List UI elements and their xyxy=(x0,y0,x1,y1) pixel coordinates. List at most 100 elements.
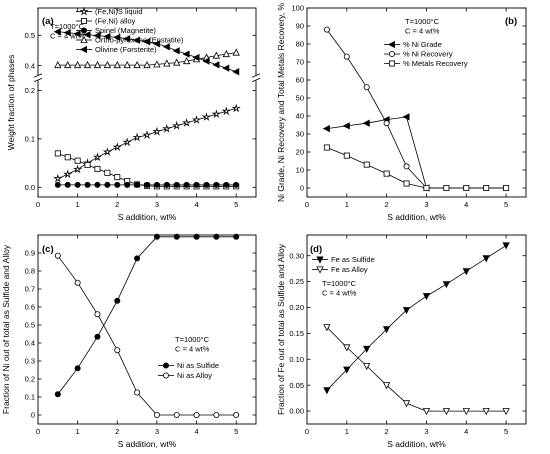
data-point xyxy=(402,113,410,121)
legend-entry: Fe as Sulfide xyxy=(312,255,375,264)
series-2 xyxy=(323,144,510,191)
y-tick-label: 70 xyxy=(296,58,304,67)
data-point xyxy=(152,126,162,136)
data-point xyxy=(142,38,151,46)
data-point xyxy=(343,366,351,374)
data-point xyxy=(63,28,71,37)
data-point xyxy=(183,181,190,188)
data-point xyxy=(112,142,122,152)
series-2 xyxy=(54,181,240,188)
y-tick-label: 0.15 xyxy=(289,329,304,338)
data-point xyxy=(114,297,121,304)
panel-label: (b) xyxy=(505,16,517,27)
y-tick-label: 0.20 xyxy=(289,303,304,312)
series-1 xyxy=(323,324,510,416)
x-tick-label: 4 xyxy=(464,427,468,436)
series-0 xyxy=(323,242,510,395)
data-point xyxy=(343,344,351,352)
data-point xyxy=(402,400,411,408)
legend-label: % Ni Recovery xyxy=(403,50,453,59)
annotation-0: T=1000°C xyxy=(322,279,357,288)
data-point xyxy=(133,36,141,44)
x-axis-title: S addition, wt% xyxy=(118,212,177,222)
series-line xyxy=(57,153,237,187)
data-point xyxy=(502,242,510,250)
data-point xyxy=(54,181,61,188)
x-tick-label: 1 xyxy=(345,427,349,436)
series-4 xyxy=(53,28,240,76)
series-line xyxy=(57,255,237,416)
data-point xyxy=(74,279,81,286)
series-line xyxy=(326,116,427,189)
legend-marker xyxy=(162,362,169,369)
data-point xyxy=(483,184,490,191)
legend-entry: % Metals Recovery xyxy=(384,59,468,68)
plot-frame xyxy=(306,234,527,425)
y-axis-title: Fraction of Fe out of total as Sulfide a… xyxy=(276,243,286,415)
data-point xyxy=(94,165,101,172)
data-point xyxy=(363,84,370,91)
data-point xyxy=(422,408,431,416)
data-point xyxy=(73,30,81,38)
y-tick-label: 30 xyxy=(296,130,304,139)
data-point xyxy=(503,184,510,191)
x-tick-label: 0 xyxy=(305,427,309,436)
y-tick-label: 50 xyxy=(296,94,304,103)
data-point xyxy=(182,57,191,65)
legend-entry: Spinel (Magnetite) xyxy=(76,26,156,35)
series-line xyxy=(57,236,237,395)
data-point xyxy=(233,411,240,418)
y-tick-label: 0.25 xyxy=(289,277,304,286)
data-point xyxy=(223,181,230,188)
data-point xyxy=(211,109,222,119)
data-point xyxy=(402,307,411,315)
series-0 xyxy=(53,103,241,183)
data-point xyxy=(343,152,350,159)
data-point xyxy=(323,144,330,151)
y-axis-title: Fraction of Ni out of total as Sulfide a… xyxy=(1,244,11,414)
y-tick-label: 0.6 xyxy=(25,303,35,312)
data-point xyxy=(104,169,111,176)
chart-panel-c: 0 1 2 3 4 5 0 0.1 0.2 0.3 0.4 0.5 0.6 0.7 0.8 0.9 S addi… xyxy=(1,233,257,449)
y-tick-label: 0.9 xyxy=(25,249,35,258)
data-point xyxy=(93,31,101,40)
x-axis-title: S addition, wt% xyxy=(387,439,446,449)
x-tick-label: 1 xyxy=(76,200,80,209)
data-point xyxy=(162,123,172,133)
x-tick-label: 2 xyxy=(115,200,119,209)
y-axis-title: Weight fraction of phases xyxy=(6,55,16,151)
data-point xyxy=(212,61,220,69)
legend-label: (Fe,Ni)S liquid xyxy=(95,7,143,16)
legend-marker xyxy=(162,372,169,379)
data-point xyxy=(342,122,350,130)
legend-marker xyxy=(81,27,88,34)
data-point xyxy=(323,324,331,332)
data-point xyxy=(153,411,160,418)
legend-entry: Fe as Alloy xyxy=(312,265,368,274)
legend-label: Ni as Alloy xyxy=(177,371,212,380)
data-point xyxy=(74,157,81,164)
y-tick-label: 0 xyxy=(300,184,304,193)
y-tick-label: 100 xyxy=(291,4,304,13)
data-point xyxy=(182,50,190,58)
x-tick-label: 0 xyxy=(36,427,40,436)
data-point xyxy=(163,181,170,188)
data-point xyxy=(113,61,121,69)
data-point xyxy=(322,124,330,133)
annotation-0: T=1000°C xyxy=(405,17,440,26)
data-point xyxy=(54,252,61,259)
legend-marker xyxy=(316,256,324,264)
data-point xyxy=(201,112,212,121)
y-tick-label: 0.3 xyxy=(25,357,35,366)
data-point xyxy=(94,333,101,340)
legend-entry: Ni as Sulfide xyxy=(158,361,219,370)
data-point xyxy=(173,181,180,188)
data-point xyxy=(203,181,210,188)
panel-label: (c) xyxy=(42,244,54,255)
data-point xyxy=(442,408,451,416)
data-point xyxy=(122,137,132,147)
data-point xyxy=(153,60,161,68)
data-point xyxy=(92,152,103,162)
data-point xyxy=(124,181,131,188)
